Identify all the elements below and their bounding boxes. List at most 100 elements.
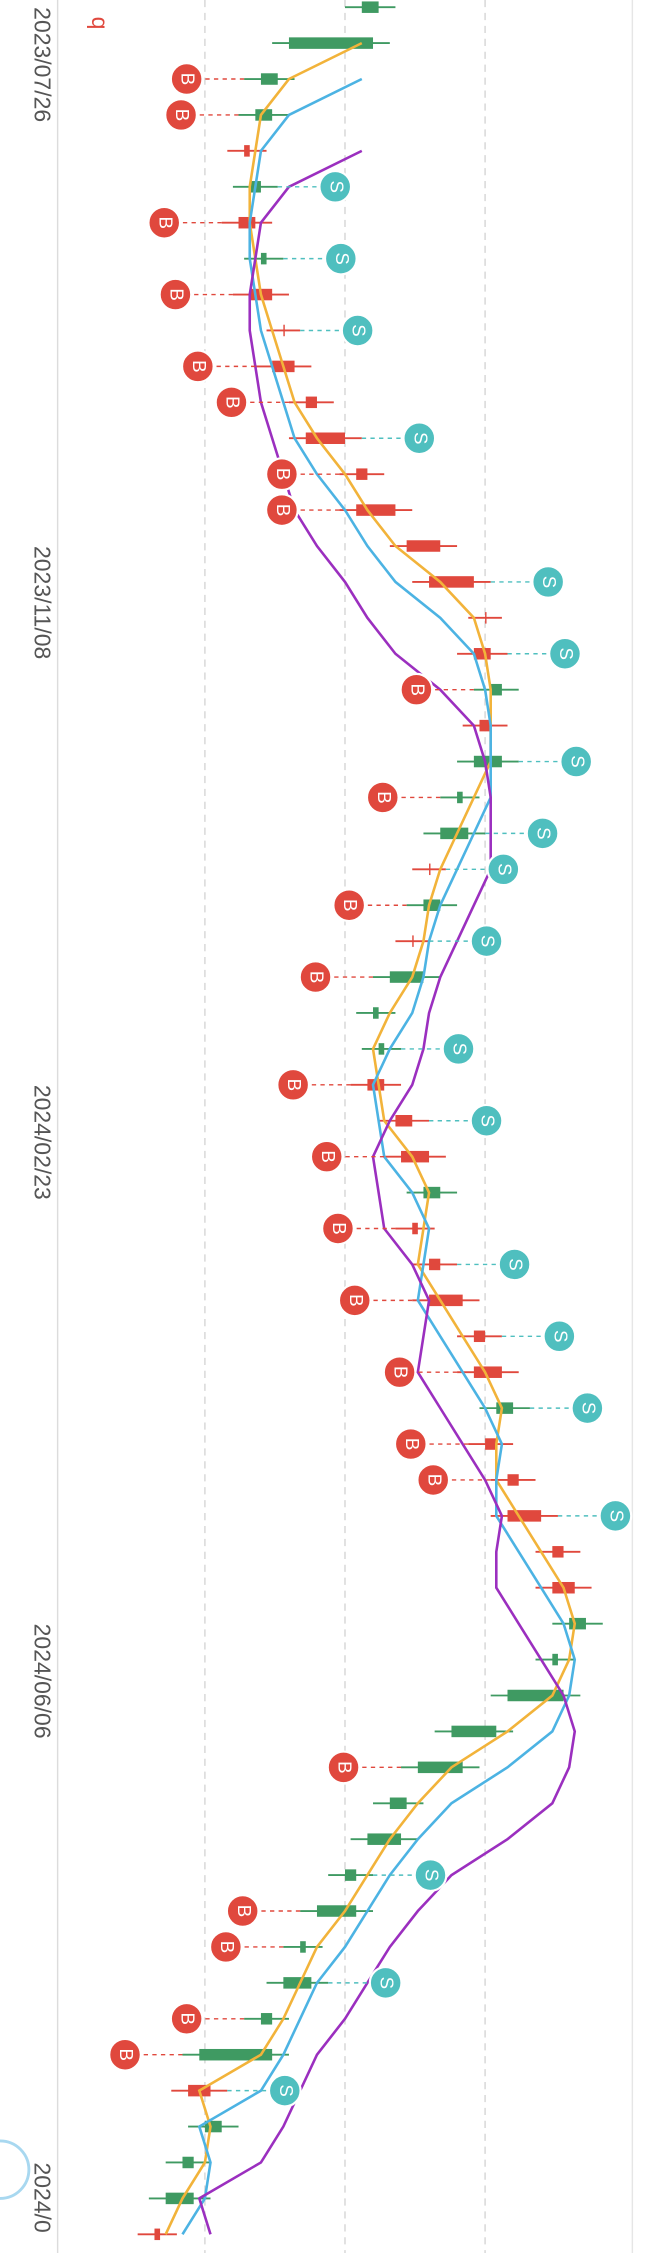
- signal-marker: [318, 169, 353, 204]
- candle-body: [316, 1905, 357, 1917]
- signal-marker: [368, 1965, 403, 2000]
- scroll-handle: [0, 2139, 31, 2200]
- signal-label: B: [116, 2048, 137, 2060]
- candle-body: [300, 1941, 306, 1953]
- signal-marker: [309, 1139, 344, 1174]
- signal-marker: [321, 1211, 355, 1246]
- signal-marker: [469, 1103, 504, 1138]
- candle-body: [244, 145, 250, 157]
- candle-body: [406, 540, 441, 552]
- signal-marker: [542, 1319, 577, 1354]
- signal-marker: [598, 1499, 633, 1533]
- candle-body: [367, 1079, 385, 1091]
- candle-body: [451, 1725, 497, 1738]
- signal-label: S: [377, 1977, 398, 1989]
- signal-label: S: [276, 2084, 297, 2096]
- candle-body: [485, 1438, 497, 1450]
- candle-body: [440, 827, 469, 840]
- signal-marker: [548, 636, 582, 671]
- signal-label: S: [478, 1115, 499, 1127]
- candle-body: [260, 73, 278, 85]
- candle-body: [344, 1869, 357, 1881]
- candle-body: [154, 2228, 161, 2241]
- signal-marker: [164, 98, 198, 132]
- signal-label: S: [349, 324, 370, 336]
- signal-label: B: [335, 1761, 356, 1773]
- signal-label: B: [424, 1474, 445, 1486]
- signal-marker: [570, 1391, 605, 1426]
- candle-body: [401, 1150, 430, 1163]
- signal-marker: [158, 277, 193, 312]
- signal-label: S: [494, 863, 515, 875]
- candle-body: [283, 324, 285, 337]
- signal-label: B: [307, 971, 328, 983]
- candle-body: [283, 1977, 312, 1989]
- candle-body: [165, 2192, 194, 2205]
- x-tick-label: 2024/06/06: [29, 1624, 55, 1739]
- candle-body: [429, 863, 431, 876]
- candle-body: [429, 1294, 463, 1307]
- signal-marker: [326, 1750, 361, 1785]
- signal-marker: [525, 816, 560, 851]
- candle-body: [412, 1222, 418, 1235]
- candle-body: [199, 2048, 273, 2061]
- candle-body: [473, 1330, 486, 1343]
- signal-label: B: [223, 396, 244, 408]
- signal-marker: [265, 493, 299, 527]
- signal-label: B: [189, 360, 210, 372]
- signal-label: B: [172, 109, 193, 121]
- signal-marker: [393, 1427, 428, 1461]
- candle-body: [412, 935, 414, 947]
- candle-body: [356, 468, 368, 480]
- candle-body: [182, 2156, 194, 2169]
- signal-label: S: [578, 1402, 599, 1414]
- signal-label: S: [332, 252, 353, 264]
- signal-label: S: [567, 755, 588, 767]
- candle-body: [260, 252, 267, 265]
- candle-body: [552, 1653, 558, 1666]
- signal-label: S: [450, 1043, 471, 1055]
- candle-body: [417, 1761, 463, 1774]
- signal-label: B: [391, 1366, 412, 1378]
- candle-body: [204, 2120, 222, 2133]
- candle-body: [389, 971, 424, 983]
- signal-marker: [332, 888, 367, 923]
- candle-body: [429, 1258, 441, 1271]
- x-tick-label: 2023/11/08: [29, 546, 55, 659]
- candle-body: [507, 1510, 542, 1522]
- signal-marker: [486, 852, 521, 887]
- signal-marker: [416, 1463, 451, 1497]
- signal-label: S: [534, 827, 555, 839]
- candle-body: [373, 1007, 379, 1019]
- signal-marker: [413, 1858, 448, 1892]
- signal-marker: [147, 205, 182, 240]
- signal-label: B: [234, 1905, 255, 1917]
- signal-label: S: [556, 648, 577, 660]
- signal-label: S: [506, 1258, 527, 1270]
- candle-body: [288, 37, 374, 49]
- candle-body: [485, 612, 487, 624]
- candle-body: [305, 396, 317, 409]
- signal-label: S: [478, 935, 499, 947]
- candle-body: [507, 1474, 519, 1486]
- signal-marker: [441, 1032, 476, 1066]
- candle-body: [238, 216, 256, 229]
- candle-body: [255, 109, 273, 121]
- candle-body: [473, 755, 502, 768]
- candle-body: [389, 1797, 407, 1810]
- signal-label: B: [340, 899, 361, 911]
- signal-label: B: [167, 288, 188, 300]
- signal-label: B: [284, 1079, 305, 1091]
- signal-label: B: [318, 1150, 339, 1162]
- x-tick-label: 2023/07/26: [29, 7, 55, 122]
- candle-body: [496, 1402, 514, 1414]
- signal-marker: [108, 2037, 142, 2072]
- x-tick-label: 2024/0: [29, 2162, 55, 2232]
- candle-body: [457, 791, 463, 804]
- signal-marker: [365, 780, 400, 815]
- signal-marker: [214, 385, 249, 420]
- x-tick-label: 2024/02/23: [29, 1085, 55, 1200]
- signal-marker: [469, 924, 504, 959]
- candle-body: [569, 1617, 586, 1630]
